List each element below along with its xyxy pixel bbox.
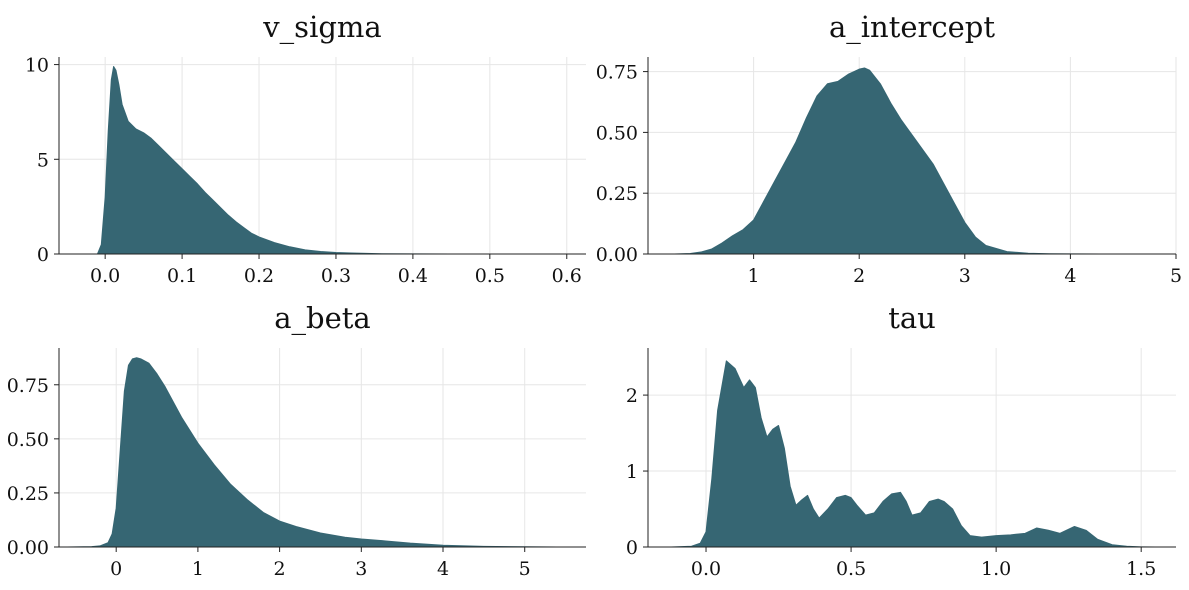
y-tick-label: 0.25 — [7, 483, 49, 505]
chart-title: a_intercept — [829, 10, 995, 45]
y-tick-label: 0.50 — [7, 429, 49, 451]
y-tick-label: 5 — [37, 149, 49, 171]
chart-title: a_beta — [274, 301, 370, 336]
density-area — [670, 360, 1157, 548]
x-tick-label: 4 — [437, 558, 449, 580]
panel-a-beta: 0 1 2 3 4 5 0.00 0.25 0.50 0.75 a_beta — [7, 301, 586, 580]
y-tick-label: 0.25 — [596, 183, 638, 205]
x-tick-label: 1 — [192, 558, 204, 580]
y-tick-label: 0.00 — [596, 244, 638, 266]
y-tick-label: 0.75 — [596, 62, 638, 84]
x-tick-label: 0.0 — [90, 265, 120, 287]
x-tick-label: 0.0 — [691, 558, 721, 580]
y-tick-label: 10 — [25, 55, 49, 77]
x-tick-label: 0.2 — [244, 265, 274, 287]
y-tick-label: 1 — [626, 461, 638, 483]
y-tick-label: 0.50 — [596, 122, 638, 144]
x-tick-label: 1.0 — [981, 558, 1011, 580]
x-tick-label: 0.1 — [167, 265, 197, 287]
panel-a-intercept: 1 2 3 4 5 0.00 0.25 0.50 0.75 a_intercept — [596, 10, 1182, 287]
x-tick-label: 2 — [274, 558, 286, 580]
y-tick-label: 0.75 — [7, 375, 49, 397]
x-tick-label: 3 — [355, 558, 367, 580]
x-tick-label: 4 — [1064, 265, 1076, 287]
x-tick-label: 0.4 — [398, 265, 428, 287]
y-tick-label: 0 — [37, 244, 49, 266]
panel-v-sigma: 0.0 0.1 0.2 0.3 0.4 0.5 0.6 0 5 10 v_sigma — [25, 10, 586, 287]
x-tick-label: 3 — [959, 265, 971, 287]
x-tick-label: 1.5 — [1126, 558, 1156, 580]
density-area — [66, 357, 558, 548]
y-tick-label: 2 — [626, 385, 638, 407]
panel-tau: 0.0 0.5 1.0 1.5 0 1 2 tau — [626, 301, 1176, 580]
x-tick-label: 0.5 — [475, 265, 505, 287]
x-tick-label: 0.3 — [321, 265, 351, 287]
x-tick-label: 0 — [110, 558, 122, 580]
x-tick-label: 0.5 — [836, 558, 866, 580]
density-area — [673, 67, 1156, 255]
x-tick-label: 0.6 — [552, 265, 582, 287]
y-tick-label: 0.00 — [7, 537, 49, 559]
chart-title: v_sigma — [262, 10, 381, 45]
chart-title: tau — [888, 301, 936, 335]
x-tick-label: 5 — [519, 558, 531, 580]
x-tick-label: 5 — [1170, 265, 1182, 287]
density-area — [96, 65, 568, 255]
x-tick-label: 1 — [748, 265, 760, 287]
y-tick-label: 0 — [626, 537, 638, 559]
x-tick-label: 2 — [853, 265, 865, 287]
